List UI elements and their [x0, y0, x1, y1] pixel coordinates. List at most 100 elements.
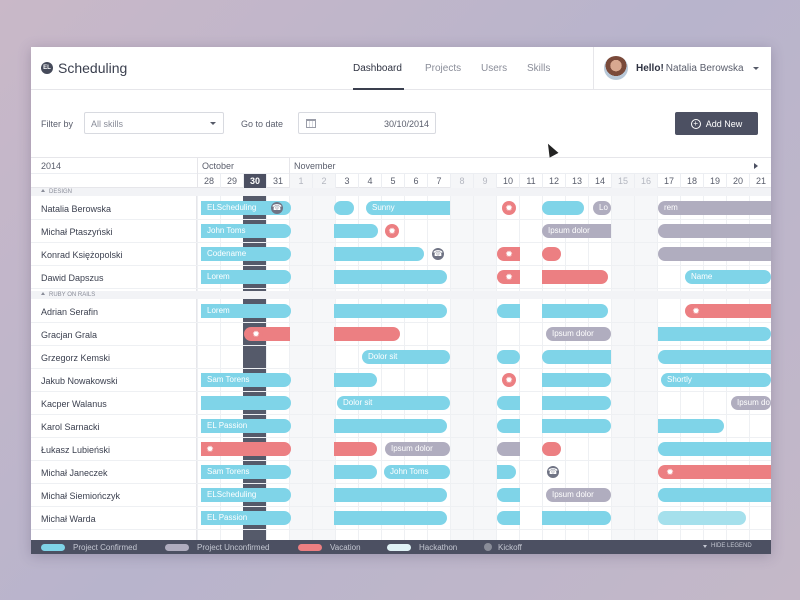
vacation-sun-icon[interactable]: ✹ [502, 201, 516, 215]
schedule-bar[interactable] [334, 201, 354, 215]
schedule-bar[interactable] [658, 442, 771, 456]
schedule-bar[interactable]: Dolor sit [362, 350, 450, 364]
schedule-bar[interactable] [497, 442, 520, 456]
person-name[interactable]: Adrian Serafin [41, 307, 99, 317]
schedule-bar[interactable]: Lorem [201, 304, 291, 318]
day-header-cell[interactable]: 13 [565, 174, 588, 188]
schedule-bar[interactable] [201, 396, 291, 410]
schedule-bar[interactable] [658, 224, 771, 238]
schedule-bar[interactable] [658, 419, 724, 433]
schedule-bar[interactable] [542, 350, 611, 364]
person-name[interactable]: Konrad Księżopolski [41, 250, 123, 260]
schedule-bar[interactable]: ELScheduling [201, 488, 291, 502]
schedule-bar[interactable]: Ipsum dolor [546, 327, 611, 341]
calendar-icon[interactable] [306, 119, 316, 128]
schedule-bar[interactable] [334, 224, 378, 238]
schedule-bar[interactable]: Shortly [661, 373, 771, 387]
schedule-bar[interactable] [334, 442, 377, 456]
person-name[interactable]: Gracjan Grala [41, 330, 98, 340]
schedule-bar[interactable] [497, 396, 520, 410]
vacation-sun-icon[interactable]: ✹ [502, 373, 516, 387]
person-name[interactable]: Grzegorz Kemski [41, 353, 111, 363]
schedule-bar[interactable] [542, 511, 611, 525]
day-header-cell[interactable]: 17 [657, 174, 680, 188]
schedule-bar[interactable] [542, 201, 584, 215]
schedule-bar[interactable] [542, 442, 561, 456]
schedule-bar[interactable] [497, 465, 516, 479]
schedule-bar[interactable]: Ipsum dolor [385, 442, 450, 456]
day-header-cell[interactable]: 11 [519, 174, 542, 188]
user-avatar[interactable] [604, 56, 628, 80]
schedule-bar[interactable] [497, 419, 520, 433]
user-greeting[interactable]: Hello! Natalia Berowska [636, 63, 744, 74]
day-header-cell[interactable]: 20 [726, 174, 749, 188]
schedule-bar[interactable] [334, 327, 400, 341]
day-header-cell[interactable]: 15 [611, 174, 634, 188]
person-name[interactable]: Michał Siemiończyk [41, 491, 121, 501]
schedule-bar[interactable]: Lo [593, 201, 611, 215]
day-header-cell[interactable]: 7 [427, 174, 450, 188]
schedule-bar[interactable] [542, 304, 608, 318]
day-header-cell[interactable]: 29 [220, 174, 243, 188]
schedule-bar[interactable]: John Toms [384, 465, 450, 479]
person-name[interactable]: Jakub Nowakowski [41, 376, 118, 386]
day-header-cell[interactable]: 1 [289, 174, 312, 188]
person-name[interactable]: Kacper Walanus [41, 399, 107, 409]
day-header-cell[interactable]: 18 [680, 174, 703, 188]
day-header-cell[interactable]: 4 [358, 174, 381, 188]
day-header-cell[interactable]: 19 [703, 174, 726, 188]
nav-skills[interactable]: Skills [527, 63, 551, 74]
person-name[interactable]: Dawid Dapszus [41, 273, 104, 283]
add-new-button[interactable]: + Add New [675, 112, 758, 135]
schedule-bar[interactable] [334, 247, 424, 261]
schedule-bar[interactable] [334, 270, 447, 284]
schedule-bar[interactable]: Lorem [201, 270, 291, 284]
person-name[interactable]: Łukasz Lubieński [41, 445, 111, 455]
hide-legend-toggle[interactable]: HIDE LEGEND [703, 543, 752, 549]
schedule-bar[interactable] [497, 304, 520, 318]
schedule-bar[interactable] [658, 247, 771, 261]
schedule-bar[interactable] [497, 350, 520, 364]
vacation-sun-icon[interactable]: ✹ [385, 224, 399, 238]
schedule-bar[interactable] [658, 327, 771, 341]
schedule-bar[interactable] [334, 488, 447, 502]
schedule-bar[interactable] [542, 419, 611, 433]
schedule-bar[interactable] [334, 419, 447, 433]
schedule-bar[interactable]: EL Passion [201, 511, 291, 525]
day-header-cell[interactable]: 8 [450, 174, 473, 188]
vacation-sun-icon[interactable]: ✹ [249, 327, 263, 341]
schedule-bar[interactable] [542, 396, 611, 410]
group-header[interactable]: DESIGN [31, 188, 771, 196]
schedule-bar[interactable] [497, 488, 520, 502]
day-header-cell[interactable]: 28 [197, 174, 220, 188]
day-header-cell[interactable]: 16 [634, 174, 657, 188]
kickoff-phone-icon[interactable]: ☎ [547, 466, 559, 478]
day-header-cell[interactable]: 10 [496, 174, 519, 188]
vacation-sun-icon[interactable]: ✹ [689, 304, 703, 318]
nav-users[interactable]: Users [481, 63, 508, 74]
schedule-bar[interactable] [542, 247, 561, 261]
schedule-bar[interactable]: John Toms [201, 224, 291, 238]
schedule-bar[interactable]: Ipsum do [731, 396, 771, 410]
user-menu-chevron-down-icon[interactable] [753, 67, 759, 70]
schedule-bar[interactable] [334, 465, 377, 479]
schedule-bar[interactable]: Ipsum dolor [546, 488, 611, 502]
next-arrow-icon[interactable] [754, 163, 758, 169]
schedule-bar[interactable] [658, 488, 771, 502]
schedule-bar[interactable]: Codename [201, 247, 291, 261]
group-header[interactable]: RUBY ON RAILS [31, 291, 771, 299]
app-logo[interactable]: EL Scheduling [41, 60, 127, 76]
schedule-bar[interactable] [334, 511, 447, 525]
kickoff-phone-icon[interactable]: ☎ [271, 202, 283, 214]
kickoff-phone-icon[interactable]: ☎ [432, 248, 444, 260]
day-header-cell[interactable]: 31 [266, 174, 289, 188]
person-name[interactable]: Michał Ptaszyński [41, 227, 113, 237]
schedule-bar[interactable]: rem [658, 201, 771, 215]
vacation-sun-icon[interactable]: ✹ [502, 247, 516, 261]
nav-projects[interactable]: Projects [425, 63, 462, 74]
day-header-cell[interactable]: 9 [473, 174, 496, 188]
day-header-cell[interactable]: 14 [588, 174, 611, 188]
day-header-cell[interactable]: 2 [312, 174, 335, 188]
schedule-bar[interactable]: Dolor sit [337, 396, 450, 410]
schedule-bar[interactable]: Sam Torens [201, 465, 291, 479]
